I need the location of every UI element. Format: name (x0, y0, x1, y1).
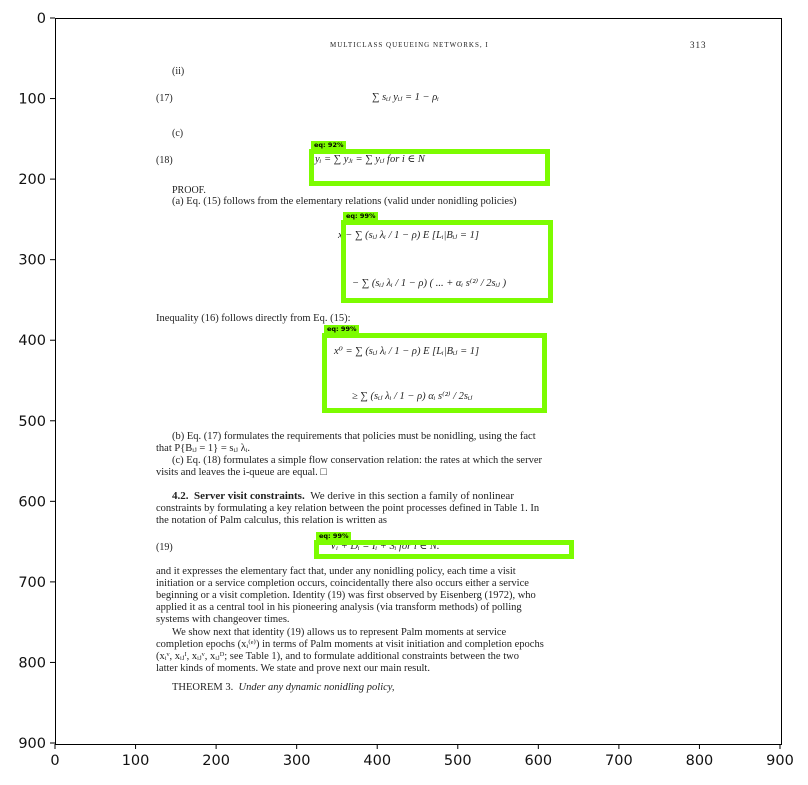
section-line1: We derive in this section a family of no… (310, 490, 514, 502)
y-tick-label: 600 (18, 494, 46, 510)
x-tick-label: 600 (524, 753, 552, 769)
y-tick-label: 700 (18, 575, 46, 591)
eq-a-line2: − ∑ (sᵢⱼ λᵢ / 1 − ρ) ( ... + αᵢ s⁽²⁾ / 2… (352, 278, 507, 289)
eq18-number: (18) (156, 155, 173, 166)
eq17-body: ∑ sᵢⱼ yᵢⱼ = 1 − ρᵢ (372, 92, 439, 103)
section-line2: constraints by formulating a key relatio… (156, 503, 540, 514)
theorem-text: Under any dynamic nonidling policy, (238, 682, 395, 693)
eq19-body: Vᵢ + Dᵢ = Iᵢ + Sᵢ for i ∈ N. (330, 541, 440, 552)
y-tick-label: 900 (18, 736, 46, 752)
eq18-body: yᵢ = ∑ yⱼᵢ = ∑ yᵢⱼ for i ∈ N (315, 154, 425, 165)
page-number: 313 (690, 40, 707, 50)
x-tick-label: 700 (605, 753, 633, 769)
para-b-line2: that P{Bᵢⱼ = 1} = sᵢⱼ λᵢ. (156, 443, 251, 454)
para19-line3: beginning or a visit completion. Identit… (156, 590, 536, 601)
para-c-line2: visits and leaves the i-queue are equal.… (156, 467, 327, 478)
section-number: 4.2. (172, 490, 189, 502)
x-tick-label: 200 (202, 753, 230, 769)
eq17-number: (17) (156, 93, 173, 104)
detection-label: eq: 99% (324, 325, 360, 334)
theorem-label: THEOREM 3. (172, 682, 234, 693)
x-axis: 0 100 200 300 400 500 600 700 800 900 (50, 744, 794, 769)
para-show-line4: latter kinds of moments. We state and pr… (156, 663, 430, 674)
y-tick-label: 0 (37, 11, 46, 27)
y-tick-label: 400 (18, 333, 46, 349)
y-tick-label: 100 (18, 92, 46, 108)
detection-box (341, 220, 553, 303)
x-tick-label: 800 (686, 753, 714, 769)
eq16-line2: ≥ ∑ (sᵢⱼ λᵢ / 1 − ρ) αᵢ s⁽²⁾ / 2sᵢⱼ (352, 391, 473, 402)
detection-label: eq: 99% (316, 532, 352, 541)
x-tick-label: 300 (283, 753, 311, 769)
para-show-line2: completion epochs (xᵢ⁽ᵉ⁾) in terms of Pa… (156, 639, 544, 650)
para19-line5: systems with changeover times. (156, 614, 290, 625)
eq16-line1: x⁰ = ∑ (sᵢⱼ λᵢ / 1 − ρ) E [Lᵢ|Bᵢⱼ = 1] (334, 346, 480, 357)
para-show-line3: (xᵢᵛ, xᵢⱼᴵ, xᵢⱼᵛ, xᵢⱼᴰ; see Table 1), an… (156, 651, 519, 662)
para19-line2: initiation or a service completion occur… (156, 578, 529, 589)
x-tick-label: 500 (444, 753, 472, 769)
theorem-line: THEOREM 3. Under any dynamic nonidling p… (172, 682, 395, 695)
x-tick-label: 400 (363, 753, 391, 769)
y-tick-label: 500 (18, 414, 46, 430)
y-tick-label: 200 (18, 172, 46, 188)
detection-label: eq: 92% (311, 141, 347, 150)
y-axis: 0 100 200 300 400 500 600 700 800 900 (18, 11, 55, 752)
section-title: Server visit constraints. (194, 490, 305, 502)
detection-box (314, 540, 574, 559)
ineq16-text: Inequality (16) follows directly from Eq… (156, 313, 351, 324)
section-line3: the notation of Palm calculus, this rela… (156, 515, 387, 526)
x-tick-label: 100 (122, 753, 150, 769)
para-show-line1: We show next that identity (19) allows u… (172, 627, 507, 638)
para-b-line1: (b) Eq. (17) formulates the requirements… (172, 431, 536, 442)
detection-box (322, 333, 547, 413)
item-c: (c) (172, 128, 184, 139)
x-tick-label: 0 (50, 753, 59, 769)
item-ii: (ii) (172, 66, 185, 77)
detection-label: eq: 99% (343, 212, 379, 221)
para19-line1: and it expresses the elementary fact tha… (156, 566, 516, 577)
image-area (56, 19, 781, 744)
eq19-number: (19) (156, 542, 173, 553)
proof-a-text: (a) Eq. (15) follows from the elementary… (172, 196, 517, 207)
section-heading: 4.2. Server visit constraints. We derive… (172, 491, 514, 502)
running-head: MULTICLASS QUEUEING NETWORKS, I (330, 41, 489, 49)
para-c-line1: (c) Eq. (18) formulates a simple flow co… (172, 455, 542, 466)
detection-box (309, 149, 550, 186)
para19-line4: applied it as a central tool in his pion… (156, 602, 522, 613)
y-tick-label: 800 (18, 655, 46, 671)
proof-label: PROOF. (172, 185, 206, 196)
eq-a-line1: x − ∑ (sᵢⱼ λᵢ / 1 − ρ) E [Lᵢ|Bᵢⱼ = 1] (338, 230, 479, 241)
x-tick-label: 900 (766, 753, 794, 769)
y-tick-label: 300 (18, 253, 46, 269)
